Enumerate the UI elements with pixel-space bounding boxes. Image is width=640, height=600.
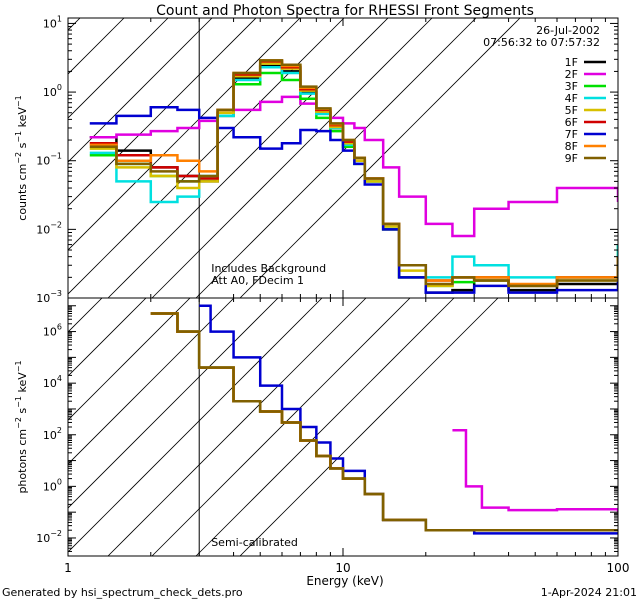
footer-timestamp: 1-Apr-2024 21:01 [541, 586, 637, 599]
legend-label-7F: 7F [565, 128, 578, 141]
y-tick-label: 102 [43, 426, 62, 442]
hatch-line [239, 18, 521, 298]
series-7F-line [89, 106, 618, 294]
hatch-line [68, 298, 279, 509]
time-range-label: 07:56:32 to 07:57:32 [483, 36, 600, 49]
y-axis-label: photons cm−2 s−1 keV−1 [14, 360, 29, 493]
count-spectra-panel: 10−3 10−2 10−1 100 101 counts cm−2 s−1 keV−1 I… [0, 0, 619, 305]
legend-label-3F: 3F [565, 80, 578, 93]
series-2F-line [452, 428, 618, 513]
hatch-line [68, 298, 323, 553]
legend-label-8F: 8F [565, 140, 578, 153]
x-tick-label: 100 [607, 561, 630, 575]
series-1F-line [89, 64, 618, 294]
y-tick-label: 101 [43, 14, 62, 30]
legend-label-9F: 9F [565, 152, 578, 165]
series-9F-line [89, 59, 618, 288]
y-tick-label: 100 [43, 83, 62, 99]
legend-label-5F: 5F [565, 104, 578, 117]
hatch-line [68, 298, 235, 465]
footer-generated-by: Generated by hsi_spectrum_check_dets.pro [2, 586, 243, 599]
hatch-line [0, 0, 68, 298]
y-tick-label: 10−3 [36, 289, 62, 305]
hatch-line [0, 156, 200, 556]
series-group [150, 304, 618, 535]
hatch-line [68, 298, 147, 377]
panel-annotation: Semi-calibrated [211, 536, 298, 549]
y-tick-label: 106 [43, 323, 62, 339]
series-9F-line [150, 312, 618, 532]
hatch-line [195, 18, 477, 298]
y-axis-label: counts cm−2 s−1 keV−1 [14, 95, 29, 220]
series-5F-line [89, 62, 618, 288]
date-label: 26-Jul-2002 [536, 24, 600, 37]
low-energy-hatch [0, 0, 521, 298]
panel-annotation: Includes Background [211, 262, 326, 275]
hatch-line [0, 156, 68, 556]
photon-spectra-panel: 1 10 100 10−2 100 102 104 106 photons cm−2 s−1 k… [0, 156, 630, 575]
plot-frame [67, 297, 619, 557]
hatch-line [68, 18, 169, 119]
panel-annotation: Att A0, FDecim 1 [211, 274, 304, 287]
y-tick-label: 104 [43, 374, 62, 390]
y-tick-label: 10−1 [36, 152, 62, 168]
hatch-line [68, 18, 301, 251]
hatch-line [68, 298, 103, 333]
legend-label-1F: 1F [565, 56, 578, 69]
x-tick-label: 10 [335, 561, 350, 575]
hatch-line [107, 298, 367, 556]
series-6F-line [89, 60, 618, 288]
chart-title: Count and Photon Spectra for RHESSI Fron… [156, 3, 534, 19]
x-tick-label: 1 [64, 561, 72, 575]
low-energy-hatch [0, 156, 499, 556]
y-tick-label: 10−2 [36, 220, 62, 236]
hatch-line [68, 18, 125, 75]
series-group [89, 59, 618, 294]
legend-label-6F: 6F [565, 116, 578, 129]
hatch-line [68, 18, 345, 295]
hatch-line [151, 298, 411, 556]
hatch-line [68, 298, 191, 421]
legend-label-4F: 4F [565, 92, 578, 105]
hatch-line [68, 18, 213, 163]
hatch-line [107, 18, 389, 298]
y-tick-label: 100 [43, 477, 62, 493]
legend-label-2F: 2F [565, 68, 578, 81]
hatch-line [195, 298, 455, 556]
hatch-line [239, 298, 499, 556]
series-7F-line [199, 304, 618, 535]
hatch-line [68, 18, 257, 207]
hatch-line [151, 18, 433, 298]
y-tick-label: 10−2 [36, 529, 62, 545]
x-axis-label: Energy (keV) [306, 574, 383, 588]
